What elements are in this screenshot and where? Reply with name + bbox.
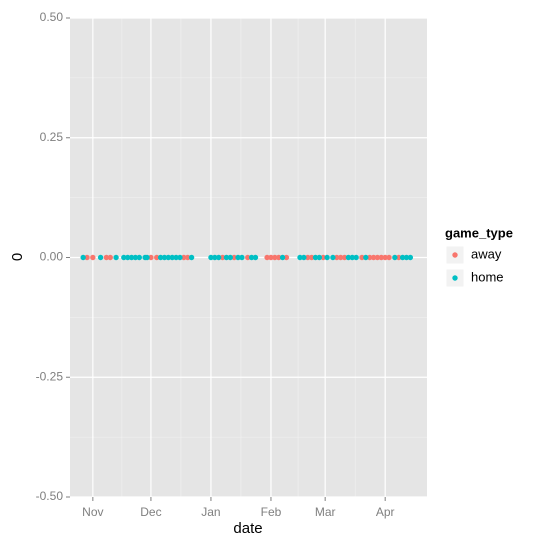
point (316, 254, 323, 261)
point (252, 254, 259, 261)
point (370, 254, 377, 261)
legend-symbol (452, 252, 458, 258)
point (330, 254, 336, 261)
point (308, 254, 315, 261)
point (324, 254, 330, 261)
point (124, 254, 131, 261)
y-axis-label: 0 (9, 253, 26, 261)
x-tick-label: Mar (315, 505, 336, 519)
point (227, 254, 234, 261)
y-tick-label: 0.25 (40, 130, 64, 144)
point (90, 254, 96, 261)
point (378, 254, 385, 261)
x-tick-label: Jan (201, 505, 220, 519)
point (337, 254, 344, 261)
point (80, 254, 86, 261)
point (223, 254, 230, 261)
y-tick-label: 0.00 (40, 250, 64, 264)
point (349, 254, 355, 261)
point (353, 254, 359, 261)
point (144, 254, 150, 261)
point (97, 254, 104, 261)
x-tick-label: Dec (140, 505, 161, 519)
point (161, 254, 168, 261)
point (301, 254, 307, 261)
point (239, 254, 245, 261)
point (297, 254, 303, 261)
point (113, 254, 119, 261)
point (157, 254, 164, 261)
y-tick-label: -0.50 (36, 489, 64, 503)
point (107, 254, 113, 261)
point (154, 254, 160, 261)
y-tick-label: 0.50 (40, 10, 64, 24)
legend-label: home (471, 269, 504, 284)
point (188, 254, 195, 261)
x-tick-label: Feb (261, 505, 282, 519)
x-tick-label: Nov (82, 505, 103, 519)
point (305, 254, 311, 261)
point (399, 254, 406, 261)
y-tick-label: -0.25 (36, 369, 64, 383)
point (212, 254, 218, 261)
point (264, 254, 270, 261)
point (341, 254, 348, 261)
point (312, 254, 319, 261)
point (136, 254, 143, 261)
point (181, 254, 187, 261)
point (103, 254, 110, 261)
point (177, 254, 183, 261)
point (366, 254, 373, 261)
point (392, 254, 398, 261)
legend-label: away (471, 246, 502, 261)
point (374, 254, 381, 261)
point (121, 254, 127, 261)
legend-title: game_type (445, 225, 513, 240)
point (215, 254, 222, 261)
point (219, 254, 226, 261)
x-axis-label: date (233, 520, 262, 537)
point (245, 254, 251, 261)
legend-symbol (452, 275, 458, 281)
point (231, 254, 237, 261)
point (84, 254, 90, 261)
point (128, 254, 135, 261)
point (363, 254, 369, 261)
point (173, 254, 179, 261)
point (272, 254, 278, 261)
point (235, 254, 241, 261)
point (283, 254, 290, 261)
point (403, 254, 410, 261)
point (407, 254, 414, 261)
point (396, 254, 402, 261)
point (268, 254, 274, 261)
point (248, 254, 255, 261)
point (185, 254, 191, 261)
point (169, 254, 175, 261)
point (148, 254, 154, 261)
point (279, 254, 286, 261)
point (334, 254, 340, 261)
point (320, 254, 326, 261)
x-tick-label: Apr (376, 505, 395, 519)
point (165, 254, 172, 261)
point (208, 254, 214, 261)
point (132, 254, 139, 261)
point (382, 254, 388, 261)
point (345, 254, 352, 261)
point (386, 254, 392, 261)
point (359, 254, 365, 261)
point (276, 254, 282, 261)
